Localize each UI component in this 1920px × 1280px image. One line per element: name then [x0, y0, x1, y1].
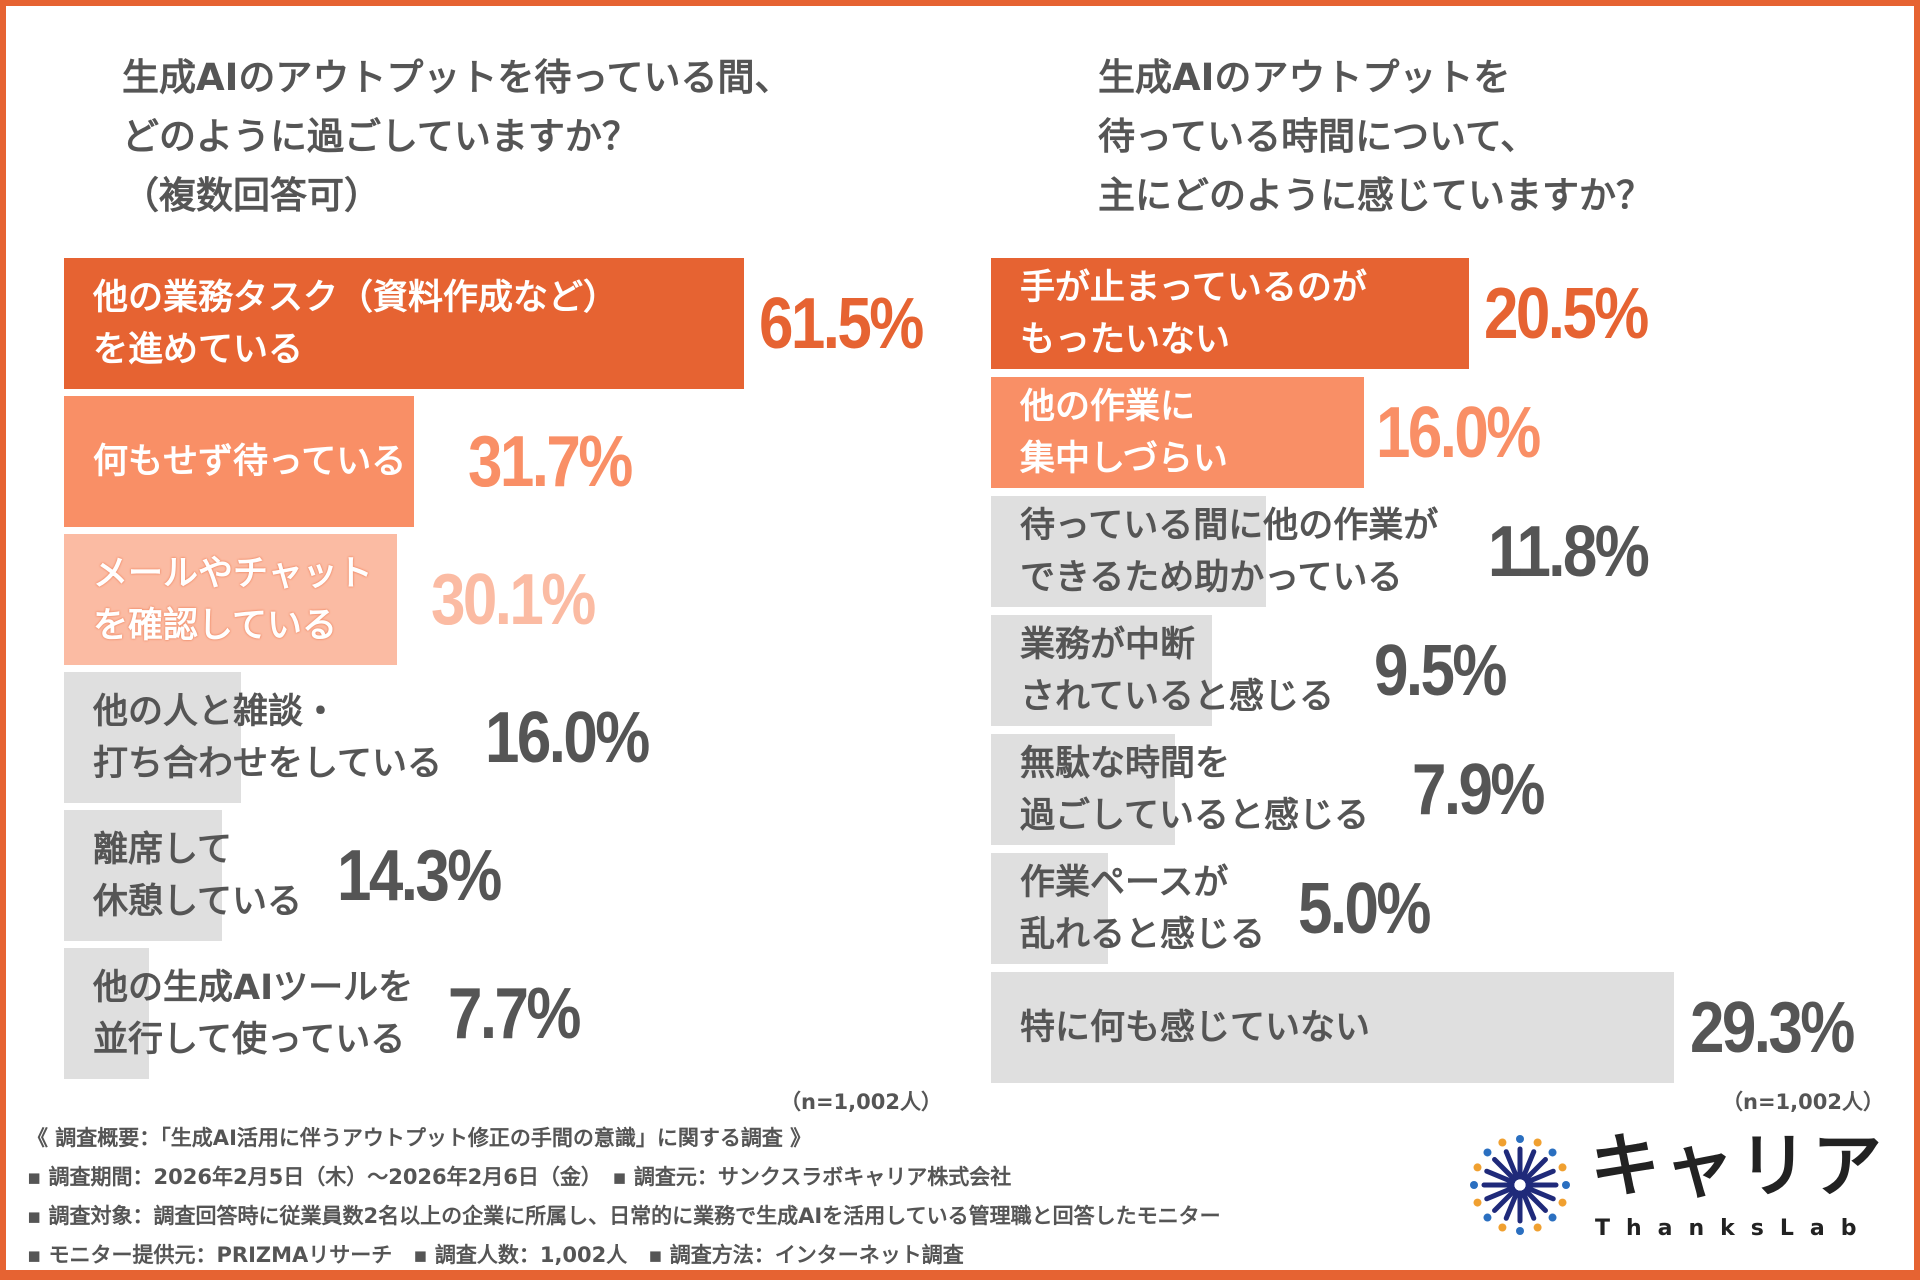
bar-value-label: 9.5%	[1374, 630, 1507, 711]
bar	[991, 972, 1674, 1083]
bar-category-label: 他の生成AIツールを 並行して使っている	[93, 967, 414, 1060]
bar	[991, 734, 1176, 845]
bar-value-label: 29.3%	[1690, 987, 1855, 1068]
bar	[64, 396, 415, 527]
bar-category-label: 手が止まっているのが もったいない	[1020, 267, 1367, 360]
bar	[64, 258, 744, 389]
bar-value-label: 7.9%	[1412, 749, 1545, 830]
company-logo: キャリア ThanksLab	[1465, 1126, 1882, 1250]
bar-category-label: 何もせず待っている	[93, 441, 407, 482]
bar-value-label: 7.7%	[448, 973, 581, 1054]
bar-category-label: 他の作業に 集中しづらい	[1020, 386, 1228, 479]
bar	[991, 853, 1108, 964]
bar-value-label: 31.7%	[468, 421, 633, 502]
left-chart-title: 生成AIのアウトプットを待っている間、 どのように過ごしていますか？ （複数回答…	[122, 56, 792, 217]
bar-category-label: 作業ペースが 乱れると感じる	[1020, 862, 1266, 955]
right-chart-title: 生成AIのアウトプットを 待っている時間について、 主にどのように感じていますか…	[1098, 56, 1653, 217]
survey-period: ▪ 調査期間：2026年2月5日（木）～2026年2月6日（金） ▪ 調査元：サ…	[27, 1165, 1012, 1189]
bar-value-label: 11.8%	[1488, 511, 1650, 592]
bar	[64, 810, 222, 941]
bar-category-label: 業務が中断 されていると感じる	[1020, 624, 1334, 717]
logo-subtitle: ThanksLab	[1595, 1216, 1873, 1241]
logo-wordmark: キャリア	[1590, 1125, 1886, 1207]
survey-target: ▪ 調査対象：調査回答時に従業員数2名以上の企業に所属し、日常的に業務で生成AI…	[27, 1204, 1221, 1228]
bar	[991, 258, 1469, 369]
bar-value-label: 30.1%	[431, 559, 596, 640]
bar-value-label: 14.3%	[337, 835, 502, 916]
bar-value-label: 20.5%	[1484, 273, 1649, 354]
survey-summary: 《 調査概要：「生成AI活用に伴うアウトプット修正の手間の意識」に関する調査 》	[27, 1126, 812, 1150]
bar-category-label: 待っている間に他の作業が できるため助かっている	[1020, 505, 1439, 598]
bar-category-label: 他の業務タスク（資料作成など） を進めている	[93, 277, 619, 370]
bar-category-label: 特に何も感じていない	[1020, 1007, 1371, 1048]
bar	[64, 534, 397, 665]
bar-value-label: 5.0%	[1298, 868, 1431, 949]
bar-category-label: 離席して 休憩している	[93, 829, 302, 922]
bar	[991, 615, 1213, 726]
bar	[991, 377, 1364, 488]
bar	[991, 496, 1266, 607]
bar-value-label: 61.5%	[759, 283, 924, 364]
bar-category-label: 他の人と雑談・ 打ち合わせをしている	[93, 691, 442, 784]
bar-category-label: 無駄な時間を 過ごしていると感じる	[1020, 743, 1369, 836]
bar-value-label: 16.0%	[1376, 392, 1541, 473]
bar-value-label: 16.0%	[485, 697, 650, 778]
bar-category-label: メールやチャット を確認している	[93, 553, 373, 646]
bar	[64, 672, 241, 803]
bar	[64, 948, 150, 1079]
left-sample-size: （n=1,002人）	[780, 1090, 942, 1114]
starburst-logo-icon	[1470, 1135, 1570, 1235]
survey-method: ▪ モニター提供元：PRIZMAリサーチ ▪ 調査人数：1,002人 ▪ 調査方…	[27, 1243, 964, 1267]
right-sample-size: （n=1,002人）	[1722, 1090, 1884, 1114]
